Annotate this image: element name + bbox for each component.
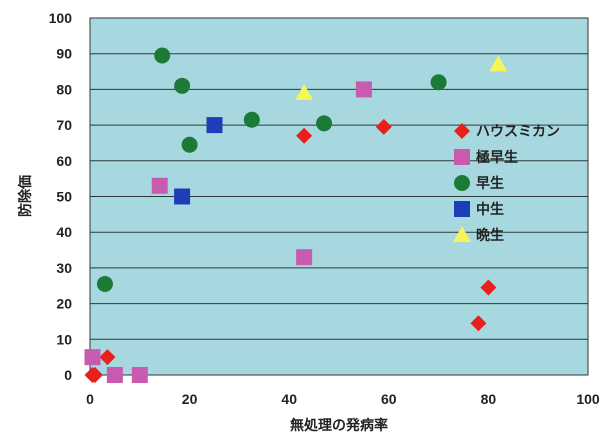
legend-label-wase: 早生 (476, 175, 504, 192)
point-wase-4 (243, 111, 260, 128)
point-gokuwase-5 (355, 81, 372, 98)
y-tick-80: 80 (56, 81, 72, 97)
point-nakate-1 (206, 117, 223, 134)
y-tick-10: 10 (56, 331, 72, 347)
y-axis-label: 防除価 (17, 175, 34, 217)
point-wase-2 (174, 77, 191, 94)
y-tick-50: 50 (56, 189, 72, 205)
point-gokuwase-0 (84, 349, 101, 366)
x-tick-labels: 0 20 40 60 80 100 (86, 391, 600, 407)
point-okute-1 (489, 55, 508, 72)
point-housemikan-2 (99, 349, 116, 366)
point-housemikan-5 (470, 315, 487, 332)
x-tick-20: 20 (182, 391, 198, 407)
y-tick-20: 20 (56, 296, 72, 312)
x-tick-80: 80 (481, 391, 497, 407)
y-tick-40: 40 (56, 224, 72, 240)
y-tick-70: 70 (56, 117, 72, 133)
y-tick-100: 100 (49, 10, 73, 26)
y-tick-labels: 0 10 20 30 40 50 60 70 80 90 100 (49, 10, 73, 383)
point-gokuwase-2 (131, 367, 148, 383)
point-housemikan-1 (86, 367, 103, 383)
legend-marker-housemikan (454, 123, 470, 139)
point-housemikan-6 (480, 279, 497, 296)
legend-label-housemikan: ハウスミカン (476, 124, 560, 140)
x-tick-40: 40 (281, 391, 297, 407)
point-gokuwase-1 (106, 367, 123, 383)
data-points (84, 47, 508, 383)
gridlines (90, 53, 588, 340)
y-tick-30: 30 (56, 260, 72, 276)
point-wase-5 (316, 115, 333, 132)
legend-marker-gokuwase (454, 149, 470, 165)
legend-label-gokuwase: 極早生 (476, 149, 518, 166)
x-axis-label: 無処理の発病率 (290, 417, 388, 434)
point-wase-3 (181, 136, 198, 153)
x-tick-100: 100 (576, 391, 600, 407)
point-wase-0 (96, 275, 113, 292)
point-gokuwase-4 (296, 249, 313, 266)
x-tick-60: 60 (381, 391, 397, 407)
point-gokuwase-3 (151, 177, 168, 194)
legend-label-okute: 晩生 (476, 227, 504, 244)
y-tick-0: 0 (64, 367, 72, 383)
y-tick-60: 60 (56, 153, 72, 169)
point-housemikan-3 (296, 127, 313, 144)
point-okute-0 (295, 83, 314, 100)
legend-label-nakate: 中生 (476, 201, 504, 218)
point-wase-6 (430, 74, 447, 91)
y-tick-90: 90 (56, 46, 72, 62)
point-wase-1 (154, 47, 171, 64)
legend-marker-wase (454, 175, 470, 191)
x-tick-0: 0 (86, 391, 94, 407)
point-nakate-0 (174, 188, 191, 205)
legend-marker-nakate (454, 201, 470, 217)
legend-marker-okute (453, 226, 471, 242)
point-housemikan-4 (375, 118, 392, 135)
